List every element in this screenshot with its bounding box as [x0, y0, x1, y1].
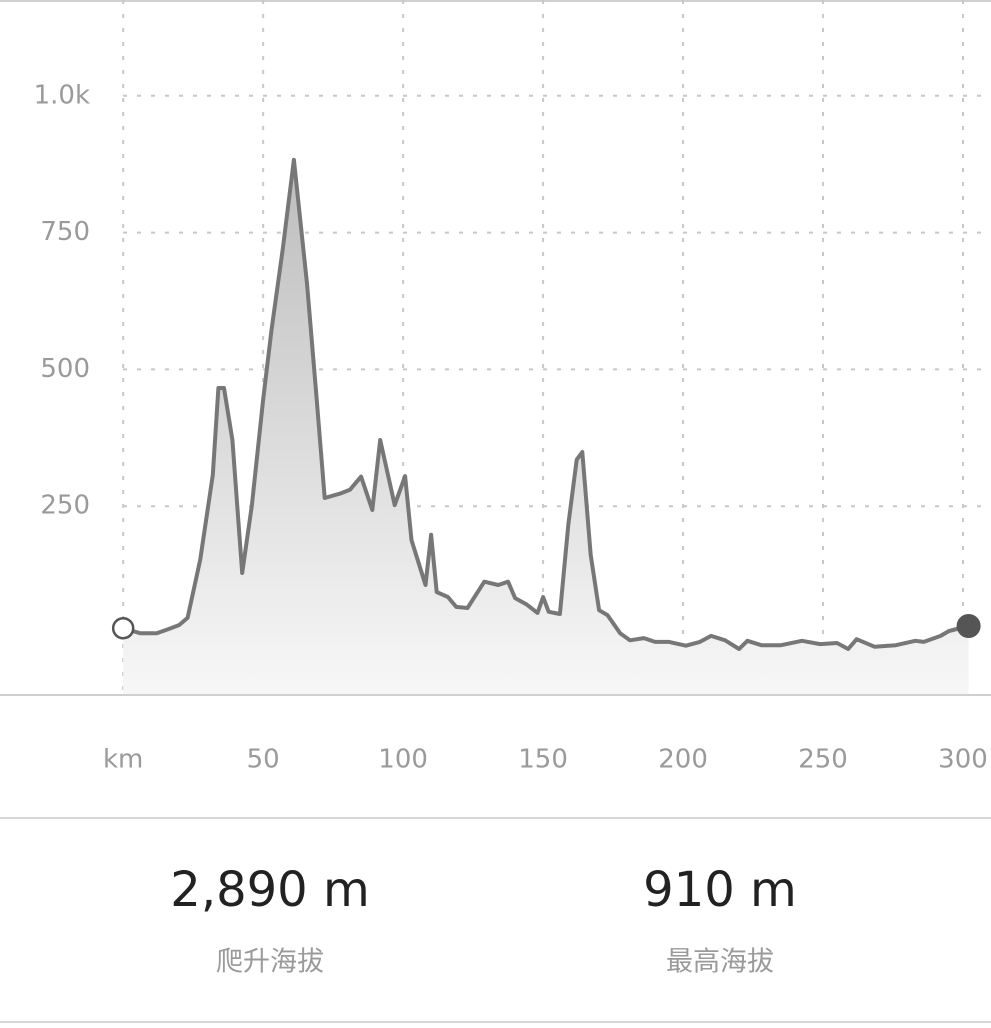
y-tick-label: 1.0k [34, 80, 90, 110]
elevation-line [122, 157, 970, 651]
x-tick-label: 50 [247, 745, 280, 775]
end-marker [956, 614, 981, 639]
stat-label: 最高海拔 [666, 947, 774, 978]
x-tick-label: 100 [378, 745, 428, 775]
start-marker [111, 616, 135, 640]
x-tick-label: km [103, 745, 143, 775]
x-tick-label: 150 [518, 745, 568, 775]
x-tick-label: 200 [658, 745, 708, 775]
stat-value: 2,890 m [170, 862, 369, 918]
stat-value: 910 m [643, 862, 797, 918]
y-tick-label: 500 [40, 354, 90, 384]
y-tick-label: 750 [40, 217, 90, 247]
x-tick-label: 250 [798, 745, 848, 775]
x-tick-label: 300 [938, 745, 988, 775]
y-tick-label: 250 [40, 491, 90, 521]
elevation-area [123, 159, 969, 696]
stat-label: 爬升海拔 [216, 947, 324, 978]
